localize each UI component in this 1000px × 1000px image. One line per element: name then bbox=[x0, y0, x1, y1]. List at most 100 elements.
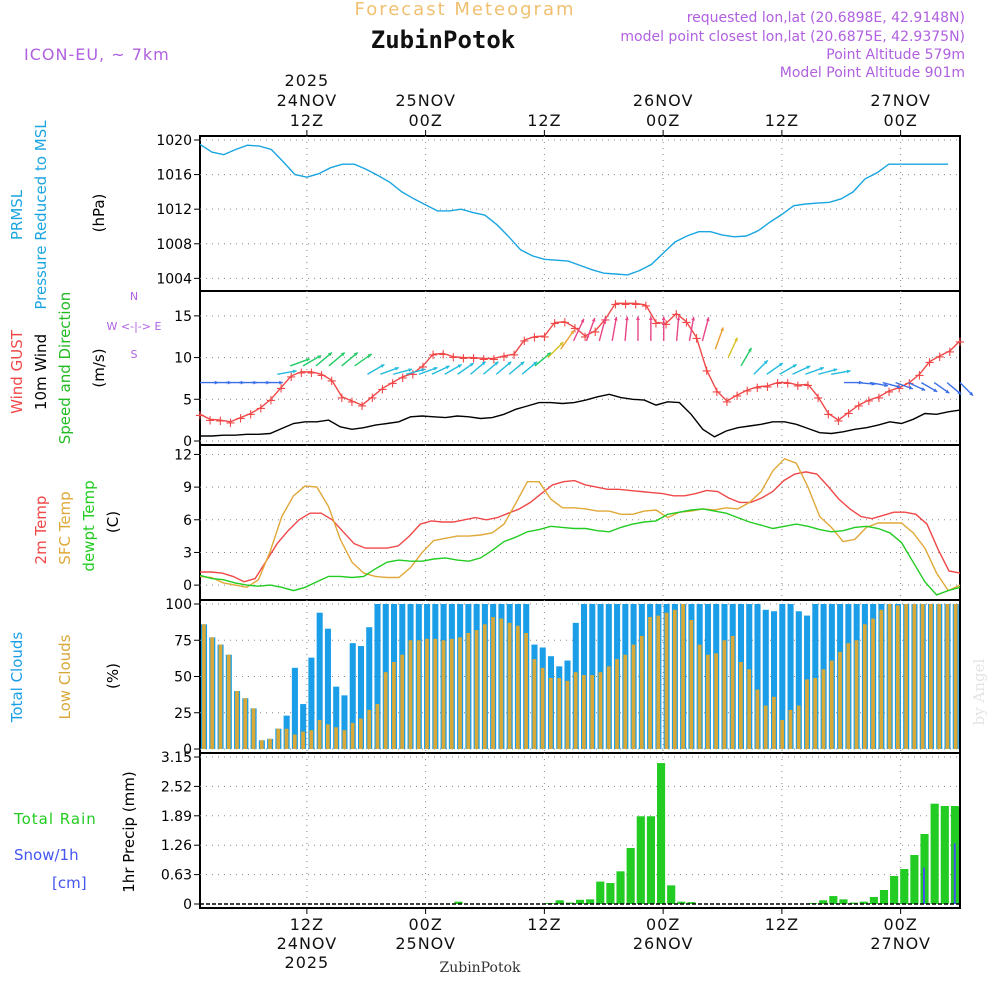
temp-ytick-label: 0 bbox=[183, 578, 192, 594]
low-cloud-bar bbox=[557, 677, 561, 749]
total-cloud-bar bbox=[787, 604, 794, 749]
wind-arrow-head bbox=[433, 367, 438, 371]
pressure-ytick-label: 1008 bbox=[156, 237, 192, 253]
gust-marker: + bbox=[529, 331, 540, 346]
compass-n: N bbox=[130, 290, 138, 303]
gust-marker: + bbox=[478, 352, 489, 367]
gust-marker: + bbox=[711, 385, 722, 400]
bottom-time-label: 27NOV bbox=[870, 934, 931, 953]
wind-arrow-head bbox=[846, 369, 851, 374]
low-cloud-bar bbox=[334, 727, 338, 749]
low-cloud-bar bbox=[788, 709, 793, 749]
rain-bar bbox=[839, 899, 848, 904]
gust-marker: + bbox=[215, 414, 226, 429]
gust-marker: + bbox=[630, 297, 641, 312]
wind-arrow-head bbox=[908, 385, 913, 390]
wind-arrow bbox=[560, 329, 575, 350]
top-time-label: 12Z bbox=[765, 111, 799, 130]
temp-ytick-label: 12 bbox=[174, 447, 192, 463]
low-cloud-bar bbox=[920, 604, 925, 749]
rain-bar bbox=[586, 899, 595, 904]
low-cloud-bar bbox=[317, 720, 322, 749]
gust-marker: + bbox=[894, 382, 905, 397]
low-cloud-bar bbox=[821, 669, 826, 749]
wind-arrow-head bbox=[833, 368, 838, 372]
temp-ytick-label: 9 bbox=[183, 480, 192, 496]
gust-marker: + bbox=[762, 380, 773, 395]
gust-marker: + bbox=[195, 408, 206, 423]
model-label: ICON-EU, ~ 7km bbox=[24, 45, 170, 64]
gust-marker: + bbox=[904, 377, 915, 392]
dewpt-line bbox=[199, 508, 961, 596]
gust-marker: + bbox=[205, 413, 216, 428]
snow-unit: [cm] bbox=[52, 874, 87, 892]
wind-arrow-head bbox=[819, 367, 824, 371]
low-cloud-bar bbox=[780, 720, 785, 749]
wind-arrow-head bbox=[602, 317, 607, 322]
gust-marker: + bbox=[336, 391, 347, 406]
low-cloud-bar bbox=[838, 651, 842, 749]
wind-arrow bbox=[714, 327, 724, 350]
gust-marker: + bbox=[701, 364, 712, 379]
low-cloud-bar bbox=[226, 654, 231, 749]
wind-arrow bbox=[572, 318, 585, 342]
gust-marker: + bbox=[296, 366, 307, 381]
rain-bar bbox=[859, 901, 868, 904]
low-cloud-bar bbox=[664, 612, 669, 749]
wind-arrow-head bbox=[340, 352, 345, 357]
low-cloud-bar bbox=[854, 640, 859, 749]
low-cloud-bar bbox=[515, 625, 520, 749]
wind-arrow-head bbox=[591, 318, 596, 322]
rain-bar bbox=[819, 900, 828, 904]
low-cloud-bar bbox=[763, 705, 768, 749]
gust-marker: + bbox=[326, 374, 337, 389]
wind-arrow-head bbox=[748, 347, 752, 352]
top-time-label: 25NOV bbox=[395, 91, 456, 110]
wind-arrow-head bbox=[408, 368, 413, 372]
low-cloud-bar bbox=[433, 638, 438, 749]
gust-marker: + bbox=[752, 381, 763, 396]
wind-arrow-head bbox=[367, 354, 372, 358]
precip-ytick-label: 2.52 bbox=[161, 779, 192, 795]
gust-marker: + bbox=[934, 350, 945, 365]
wind-10m-label: 10m Wind bbox=[32, 334, 50, 410]
wind-arrow-head bbox=[969, 391, 973, 396]
clouds-ytick-label: 75 bbox=[174, 633, 192, 649]
gust-marker: + bbox=[671, 307, 682, 322]
rain-bar bbox=[829, 896, 838, 904]
top-time-label: 12Z bbox=[527, 111, 561, 130]
gust-marker: + bbox=[316, 368, 327, 383]
low-cloud-bar bbox=[392, 662, 396, 749]
wind-arrow-head bbox=[380, 364, 385, 368]
low-cloud-bar bbox=[590, 675, 595, 749]
low-cloud-bar bbox=[210, 637, 215, 749]
wind-arrow-head bbox=[921, 387, 926, 391]
wind-arrow bbox=[701, 317, 710, 342]
gust-marker: + bbox=[255, 402, 266, 417]
precip-ytick-label: 0 bbox=[183, 897, 192, 913]
low-cloud-bar bbox=[524, 633, 528, 749]
low-cloud-bar bbox=[953, 604, 958, 749]
low-cloud-bar bbox=[276, 728, 281, 749]
total-cloud-bar bbox=[754, 604, 761, 749]
rain-bar bbox=[606, 883, 615, 904]
bottom-time-label: 25NOV bbox=[395, 934, 456, 953]
wind-arrow bbox=[688, 316, 695, 342]
prmsl-label: PRMSL bbox=[8, 189, 26, 240]
low-cloud-bar bbox=[449, 638, 454, 749]
low-cloud-bar bbox=[772, 696, 776, 749]
header: Forecast Meteogram ZubinPotok ICON-EU, ~… bbox=[24, 0, 965, 81]
bottom-time-label: 2025 bbox=[285, 953, 330, 972]
low-cloud-bar bbox=[722, 640, 727, 749]
wind-arrow-head bbox=[533, 361, 537, 366]
gust-marker: + bbox=[569, 322, 580, 337]
low-cloud-bar bbox=[829, 660, 834, 749]
gust-marker: + bbox=[651, 317, 662, 332]
low-cloud-bar bbox=[268, 738, 272, 749]
gust-marker: + bbox=[286, 370, 297, 385]
low-clouds-label: Low Clouds bbox=[56, 634, 74, 719]
wind-ytick-label: 0 bbox=[183, 434, 192, 450]
gust-marker: + bbox=[580, 330, 591, 345]
temp-ytick-label: 6 bbox=[183, 513, 192, 529]
